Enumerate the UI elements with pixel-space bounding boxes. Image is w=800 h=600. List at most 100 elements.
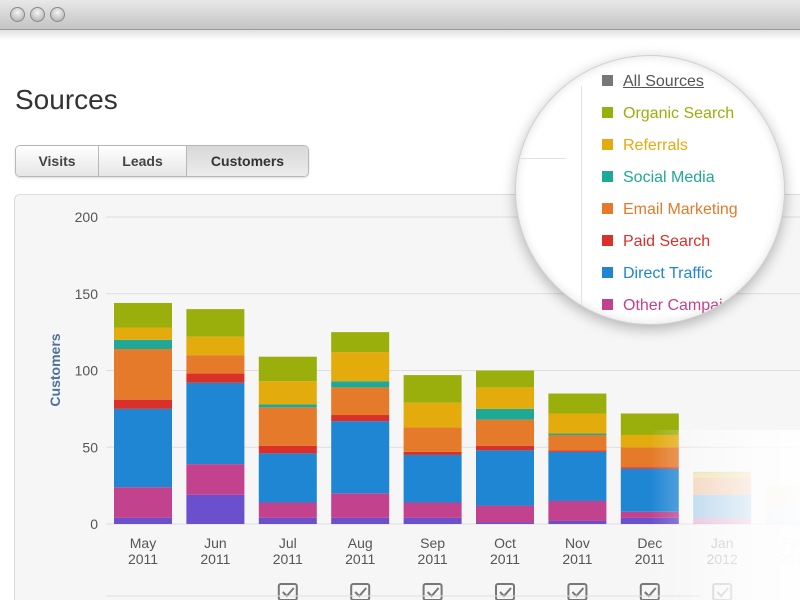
legend-label: Organic Search: [623, 105, 735, 122]
tab-leads[interactable]: Leads: [99, 146, 187, 176]
bar-segment: [258, 453, 317, 503]
bar-segment: [186, 494, 245, 524]
bar-segment: [331, 352, 390, 382]
legend-swatch: [602, 203, 613, 214]
bar-segment: [331, 387, 390, 416]
bar-segment: [114, 302, 172, 328]
bar-segment: [620, 511, 679, 518]
legend-swatch: [602, 139, 613, 150]
bar-segment: [403, 427, 462, 452]
bar-segment: [620, 447, 679, 468]
bar-segment: [114, 399, 172, 409]
x-tick-year-label: 2011: [273, 551, 303, 567]
bar-segment: [765, 485, 800, 492]
bar-segment: [331, 493, 390, 518]
x-tick-label: Dec: [637, 535, 662, 551]
legend-magnifier: All Sources Organic Search Referrals Social…: [515, 55, 785, 325]
bar-segment: [476, 505, 534, 523]
bar-segment: [114, 517, 172, 524]
metric-tabs: Visits Leads Customers: [15, 145, 309, 177]
tab-visits[interactable]: Visits: [16, 146, 99, 176]
y-tick-label: 200: [75, 209, 99, 225]
bar-segment: [258, 517, 317, 524]
bar-segment: [693, 477, 752, 495]
bar-segment: [186, 309, 245, 337]
x-tick-year-label: 2011: [418, 551, 448, 567]
bar-segment: [258, 356, 317, 382]
window-zoom-button[interactable]: [50, 7, 65, 22]
bar-segment: [765, 491, 800, 495]
legend-label: Social Media: [623, 169, 715, 186]
window-close-button[interactable]: [10, 7, 25, 22]
bar-segment: [476, 370, 534, 388]
legend-label: Direct Traffic: [623, 265, 713, 282]
bar-segment: [403, 454, 462, 503]
x-tick-year-label: 2011: [128, 551, 158, 567]
legend-swatch: [602, 75, 613, 86]
y-tick-label: 100: [75, 363, 99, 379]
legend-label: Other Campaigns: [623, 297, 749, 314]
tab-customers[interactable]: Customers: [187, 146, 308, 176]
bar-segment: [114, 339, 172, 350]
x-tick-label: Jul: [279, 535, 297, 551]
x-tick-label: Aug: [348, 535, 373, 551]
bar-segment: [620, 434, 679, 448]
bar-segment: [620, 468, 679, 512]
bar-segment: [548, 520, 607, 524]
bar-segment: [548, 434, 607, 451]
x-tick-year-label: 2011: [490, 551, 520, 567]
bar-segment: [476, 450, 534, 506]
check-mark-icon: [716, 587, 729, 598]
x-tick-label: May: [130, 535, 156, 551]
titlebar-shadow: [0, 30, 800, 40]
check-mark-icon: [426, 587, 440, 598]
y-tick-label: 150: [75, 286, 99, 302]
bar-segment: [476, 522, 534, 524]
x-tick-label: Feb: [783, 535, 800, 551]
bar-segment: [331, 415, 390, 422]
calendar-check-icon: [495, 583, 515, 600]
bar-segment: [403, 502, 462, 518]
bar-segment: [548, 413, 607, 434]
bar-segment: [331, 517, 390, 524]
x-tick-year-label: 2012: [779, 551, 800, 567]
bar-segment: [403, 375, 462, 403]
y-tick-label: 0: [90, 516, 98, 532]
bar-segment: [186, 382, 245, 465]
bar-segment: [765, 505, 800, 521]
bar-segment: [693, 517, 752, 524]
x-tick-year-label: 2011: [345, 551, 375, 567]
legend-label: Email Marketing: [623, 201, 738, 218]
x-tick-year-label: 2011: [635, 551, 665, 567]
bar-segment: [548, 393, 607, 414]
bar-segment: [186, 355, 245, 374]
window-minimize-button[interactable]: [30, 7, 45, 22]
bar-segment: [258, 404, 317, 408]
legend-swatch: [602, 299, 613, 310]
y-axis-label: Customers: [47, 333, 63, 406]
legend-swatch: [602, 107, 613, 118]
bar-segment: [693, 494, 752, 518]
bar-segment: [476, 419, 534, 446]
bar-segment: [403, 517, 462, 524]
bar-segment: [693, 473, 752, 478]
bar-segment: [331, 332, 390, 353]
window-titlebar: [0, 0, 800, 30]
check-mark-icon: [644, 587, 657, 598]
magnifier-gridline: [581, 86, 582, 316]
x-tick-label: Sep: [420, 535, 445, 551]
bar-segment: [114, 487, 172, 518]
calendar-check-icon: [712, 583, 733, 600]
calendar-check-icon: [277, 583, 298, 600]
bar-segment: [331, 381, 390, 388]
page-title: Sources: [15, 84, 118, 115]
legend-label: All Sources: [623, 73, 704, 90]
calendar-check-icon: [350, 583, 371, 600]
x-tick-label: Nov: [565, 535, 590, 551]
bar-segment: [258, 381, 317, 405]
legend-swatch: [602, 171, 613, 182]
x-tick-label: Oct: [494, 535, 516, 551]
calendar-check-icon: [567, 583, 588, 600]
bar-segment: [114, 349, 172, 400]
bar-segment: [186, 336, 245, 356]
